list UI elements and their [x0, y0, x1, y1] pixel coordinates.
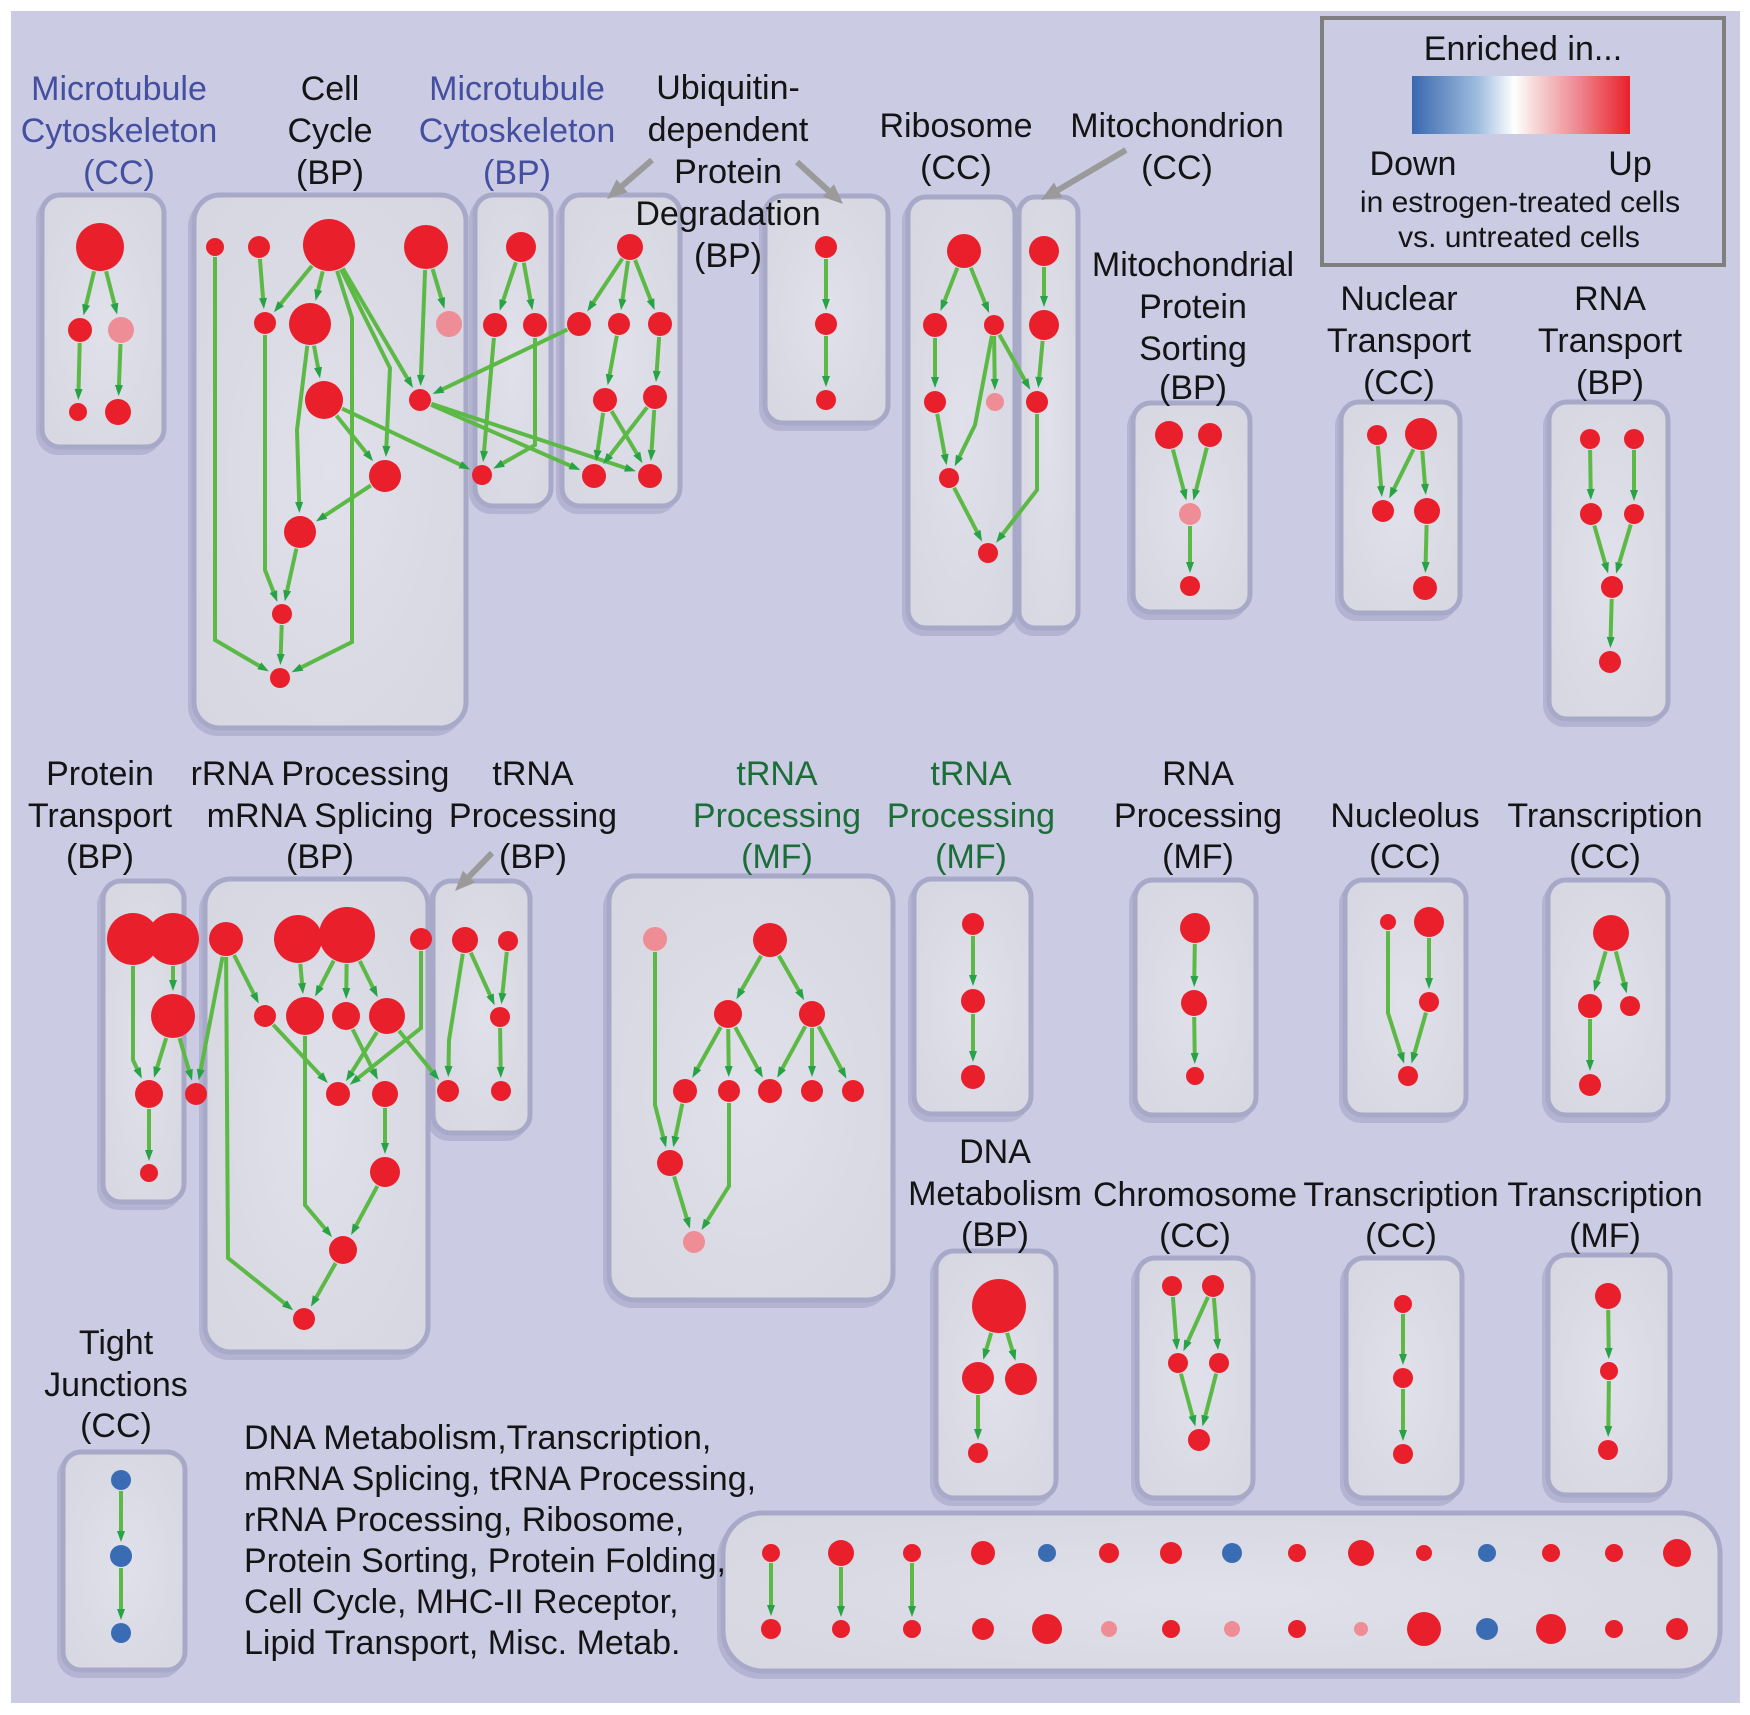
svg-text:Ribosome: Ribosome: [879, 107, 1032, 145]
svg-text:Protein Sorting, Protein Foldi: Protein Sorting, Protein Folding,: [244, 1542, 726, 1580]
svg-text:(BP): (BP): [1576, 364, 1644, 402]
svg-text:(CC): (CC): [1363, 364, 1435, 402]
svg-text:(BP): (BP): [961, 1216, 1029, 1254]
svg-text:Transport: Transport: [28, 797, 173, 835]
svg-text:Transport: Transport: [1538, 322, 1683, 360]
svg-text:tRNA: tRNA: [736, 755, 818, 793]
svg-text:dependent: dependent: [648, 111, 809, 149]
svg-text:Ubiquitin-: Ubiquitin-: [656, 69, 800, 107]
svg-text:Cell Cycle, MHC-II Receptor,: Cell Cycle, MHC-II Receptor,: [244, 1583, 679, 1621]
svg-text:Processing: Processing: [1114, 797, 1282, 835]
svg-text:(BP): (BP): [286, 838, 354, 876]
svg-text:RNA: RNA: [1162, 755, 1234, 793]
svg-text:Transcription: Transcription: [1507, 1176, 1702, 1214]
svg-text:(CC): (CC): [1141, 149, 1213, 187]
svg-text:Chromosome: Chromosome: [1093, 1176, 1297, 1214]
svg-text:tRNA: tRNA: [930, 755, 1012, 793]
svg-text:Transcription: Transcription: [1507, 797, 1702, 835]
svg-text:Cell: Cell: [301, 70, 360, 108]
svg-text:tRNA: tRNA: [492, 755, 574, 793]
svg-text:Cytoskeleton: Cytoskeleton: [21, 112, 218, 150]
svg-text:(BP): (BP): [66, 838, 134, 876]
svg-text:vs. untreated cells: vs. untreated cells: [1398, 221, 1640, 254]
svg-text:RNA: RNA: [1574, 280, 1646, 318]
svg-text:(BP): (BP): [483, 154, 551, 192]
svg-text:Sorting: Sorting: [1139, 330, 1247, 368]
svg-text:mRNA Splicing: mRNA Splicing: [207, 797, 434, 835]
svg-text:Mitochondrial: Mitochondrial: [1092, 246, 1294, 284]
svg-text:(MF): (MF): [741, 838, 813, 876]
svg-text:DNA Metabolism,Transcription,: DNA Metabolism,Transcription,: [244, 1419, 711, 1457]
svg-text:Degradation: Degradation: [635, 195, 820, 233]
svg-text:Protein: Protein: [46, 755, 154, 793]
svg-text:Protein: Protein: [674, 153, 782, 191]
svg-text:Mitochondrion: Mitochondrion: [1070, 107, 1284, 145]
svg-text:Processing: Processing: [449, 797, 617, 835]
svg-text:in estrogen-treated cells: in estrogen-treated cells: [1360, 186, 1680, 219]
svg-text:(CC): (CC): [80, 1407, 152, 1445]
svg-text:Transcription: Transcription: [1303, 1176, 1498, 1214]
svg-text:(MF): (MF): [935, 838, 1007, 876]
svg-text:(CC): (CC): [1365, 1217, 1437, 1255]
svg-text:Processing: Processing: [887, 797, 1055, 835]
svg-text:Metabolism: Metabolism: [908, 1175, 1082, 1213]
svg-text:(CC): (CC): [920, 149, 992, 187]
svg-text:Cycle: Cycle: [287, 112, 372, 150]
svg-text:mRNA Splicing, tRNA Processing: mRNA Splicing, tRNA Processing,: [244, 1460, 756, 1498]
svg-text:(CC): (CC): [1369, 838, 1441, 876]
svg-text:Junctions: Junctions: [44, 1366, 188, 1404]
svg-text:Nucleolus: Nucleolus: [1330, 797, 1479, 835]
svg-text:Microtubule: Microtubule: [31, 70, 207, 108]
svg-text:DNA: DNA: [959, 1133, 1031, 1171]
svg-text:Lipid Transport, Misc. Metab.: Lipid Transport, Misc. Metab.: [244, 1624, 681, 1662]
svg-text:Enriched in...: Enriched in...: [1424, 30, 1622, 68]
svg-text:(CC): (CC): [83, 154, 155, 192]
svg-text:(BP): (BP): [1159, 369, 1227, 407]
svg-text:Microtubule: Microtubule: [429, 70, 605, 108]
svg-text:Protein: Protein: [1139, 288, 1247, 326]
svg-text:(BP): (BP): [694, 237, 762, 275]
svg-text:Processing: Processing: [693, 797, 861, 835]
svg-text:(BP): (BP): [296, 154, 364, 192]
svg-text:(MF): (MF): [1162, 838, 1234, 876]
svg-text:Nuclear: Nuclear: [1340, 280, 1457, 318]
svg-text:(CC): (CC): [1159, 1217, 1231, 1255]
svg-text:(BP): (BP): [499, 838, 567, 876]
svg-text:rRNA Processing, Ribosome,: rRNA Processing, Ribosome,: [244, 1501, 684, 1539]
svg-text:(MF): (MF): [1569, 1217, 1641, 1255]
svg-text:Cytoskeleton: Cytoskeleton: [419, 112, 616, 150]
svg-text:Transport: Transport: [1327, 322, 1472, 360]
svg-text:(CC): (CC): [1569, 838, 1641, 876]
svg-text:Down: Down: [1370, 145, 1457, 183]
svg-text:Up: Up: [1608, 145, 1651, 183]
svg-text:Tight: Tight: [79, 1324, 154, 1362]
svg-text:rRNA Processing: rRNA Processing: [191, 755, 450, 793]
